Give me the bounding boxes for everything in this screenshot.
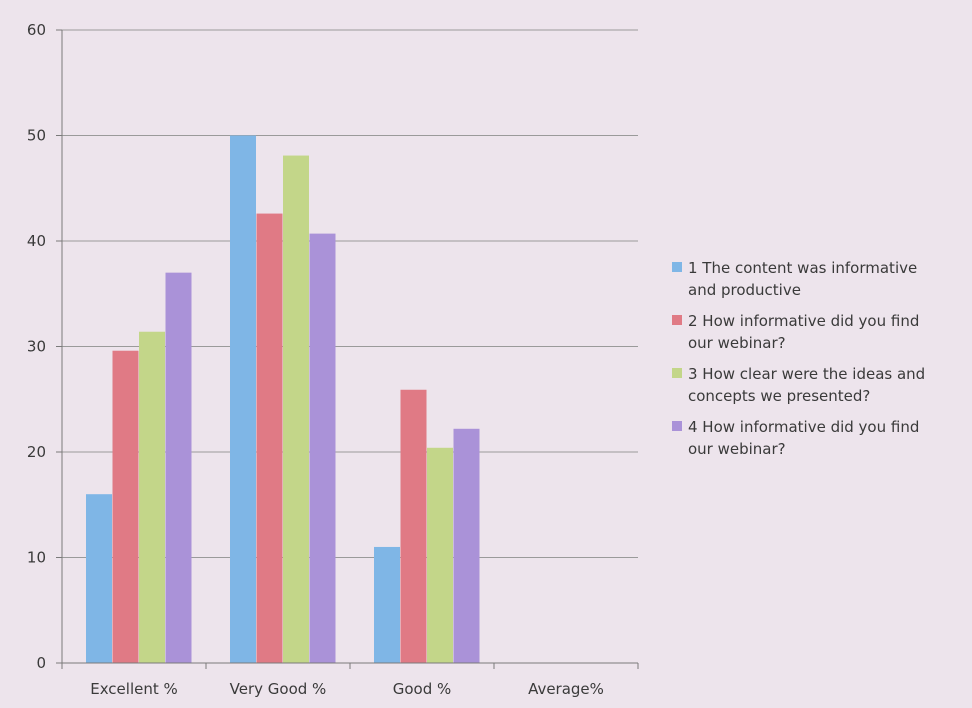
bar-series-4-cat-1 (165, 272, 192, 663)
bar-series-3-cat-1 (139, 331, 165, 663)
bar-series-1-cat-1 (86, 494, 112, 663)
x-tick-label: Good % (393, 680, 452, 698)
bar-series-1-cat-2 (230, 135, 256, 663)
bar-series-3-cat-3 (427, 447, 453, 663)
y-tick-label: 20 (27, 443, 46, 461)
bar-series-3-cat-2 (283, 155, 309, 664)
legend-label: 1 The content was informative (688, 259, 917, 277)
legend-label: 4 How informative did you find (688, 418, 919, 436)
legend: 1 The content was informative and product… (672, 259, 925, 458)
legend-label: 3 How clear were the ideas and (688, 365, 925, 383)
legend-swatch (672, 421, 682, 431)
legend-swatch (672, 315, 682, 325)
y-tick-label: 40 (27, 232, 46, 250)
x-tick-labels: Excellent % Very Good % Good % Average% (61, 663, 639, 698)
y-tick-label: 50 (27, 127, 46, 145)
legend-label: and productive (688, 281, 801, 299)
bars (86, 135, 480, 664)
bar-series-2-cat-2 (256, 213, 283, 663)
bar-series-1-cat-3 (374, 546, 400, 663)
y-tick-label: 0 (36, 654, 46, 672)
bar-series-4-cat-2 (309, 233, 336, 664)
bar-series-2-cat-1 (112, 350, 139, 663)
x-tick-label: Average% (528, 680, 604, 698)
y-tick-label: 10 (27, 549, 46, 567)
legend-label: our webinar? (688, 334, 786, 352)
legend-label: 2 How informative did you find (688, 312, 919, 330)
y-tick-label: 60 (27, 21, 46, 39)
x-tick-label: Very Good % (230, 680, 327, 698)
legend-swatch (672, 262, 682, 272)
legend-swatch (672, 368, 682, 378)
y-tick-labels: 0 10 20 30 40 50 60 (27, 21, 46, 672)
bar-series-2-cat-3 (400, 389, 427, 663)
legend-label: concepts we presented? (688, 387, 870, 405)
legend-label: our webinar? (688, 440, 786, 458)
x-tick-label: Excellent % (90, 680, 178, 698)
bar-series-4-cat-3 (453, 428, 480, 663)
y-tick-label: 30 (27, 338, 46, 356)
